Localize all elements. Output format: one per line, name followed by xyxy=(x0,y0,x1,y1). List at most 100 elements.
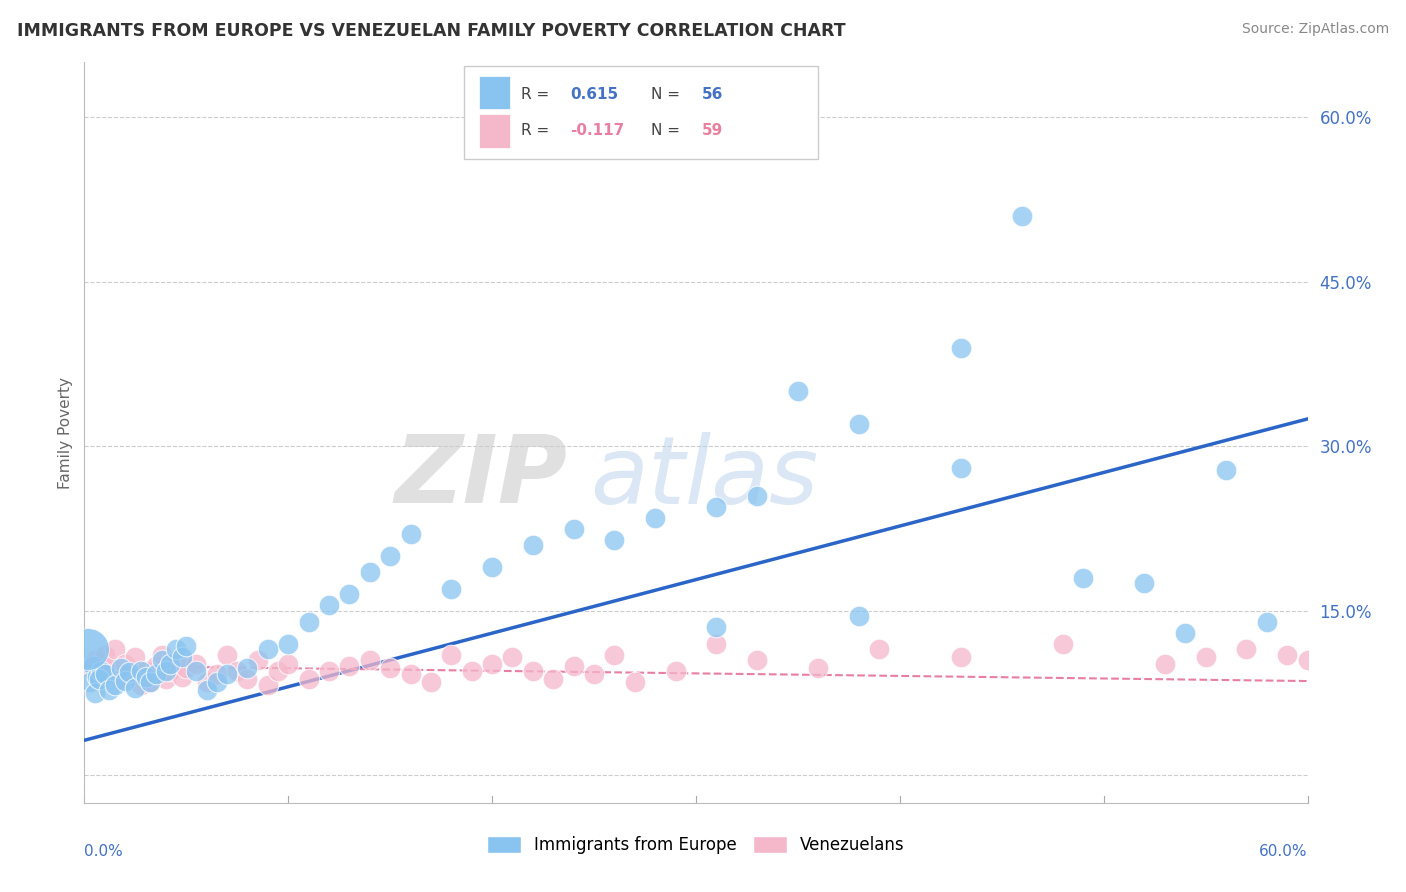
Point xyxy=(135,664,157,678)
Point xyxy=(624,675,647,690)
Point xyxy=(706,620,728,634)
Text: 0.615: 0.615 xyxy=(569,87,619,102)
Point xyxy=(1073,571,1095,585)
Point xyxy=(195,675,218,690)
Point xyxy=(502,649,524,664)
Point xyxy=(118,665,141,680)
Point xyxy=(522,538,544,552)
Point xyxy=(195,682,218,697)
Point xyxy=(217,667,239,681)
Point xyxy=(603,648,626,662)
Point xyxy=(420,675,443,690)
Text: ZIP: ZIP xyxy=(395,431,568,523)
Point xyxy=(318,599,340,613)
Point xyxy=(522,664,544,678)
Point xyxy=(172,670,194,684)
Y-axis label: Family Poverty: Family Poverty xyxy=(58,376,73,489)
Point xyxy=(83,686,105,700)
Point xyxy=(205,667,228,681)
Point xyxy=(706,500,728,514)
Bar xyxy=(479,114,510,147)
Point xyxy=(257,678,280,692)
Point xyxy=(787,384,810,399)
Point xyxy=(150,653,173,667)
Point xyxy=(1174,625,1197,640)
Point xyxy=(461,664,484,678)
Point xyxy=(603,533,626,547)
Point xyxy=(1296,653,1319,667)
Point xyxy=(807,661,830,675)
Point xyxy=(217,648,239,662)
Point xyxy=(93,667,115,681)
Point xyxy=(267,664,290,678)
Point xyxy=(145,667,167,681)
Point xyxy=(83,653,105,667)
Point xyxy=(104,642,127,657)
Point xyxy=(110,661,132,675)
Point xyxy=(186,657,208,671)
Point xyxy=(562,658,585,673)
Point xyxy=(665,664,688,678)
Point xyxy=(226,664,249,678)
Point xyxy=(1052,637,1074,651)
Text: 0.0%: 0.0% xyxy=(84,845,124,860)
Point xyxy=(277,657,299,671)
Point xyxy=(138,675,160,690)
Point xyxy=(848,609,870,624)
Point xyxy=(118,667,141,681)
Legend: Immigrants from Europe, Venezuelans: Immigrants from Europe, Venezuelans xyxy=(481,830,911,861)
Point xyxy=(848,417,870,432)
Point xyxy=(339,658,361,673)
Point xyxy=(82,658,104,673)
Point xyxy=(277,637,299,651)
Point xyxy=(359,653,381,667)
Point xyxy=(380,661,402,675)
Point xyxy=(257,642,280,657)
Point xyxy=(159,664,181,678)
Point xyxy=(1195,649,1218,664)
Text: N =: N = xyxy=(651,123,685,138)
Point xyxy=(747,489,769,503)
Text: 60.0%: 60.0% xyxy=(1260,845,1308,860)
Point xyxy=(298,615,321,629)
Point xyxy=(104,678,127,692)
Text: 59: 59 xyxy=(702,123,723,138)
Point xyxy=(1154,657,1177,671)
Point xyxy=(246,653,269,667)
Point xyxy=(93,648,115,662)
Point xyxy=(298,672,321,686)
Point xyxy=(1215,463,1237,477)
Point xyxy=(150,648,173,662)
Point xyxy=(205,675,228,690)
Point xyxy=(174,639,197,653)
Point xyxy=(562,522,585,536)
Bar xyxy=(479,76,510,109)
Point xyxy=(114,657,136,671)
Point xyxy=(87,672,110,686)
FancyBboxPatch shape xyxy=(464,66,818,159)
Point xyxy=(359,566,381,580)
Point xyxy=(138,675,160,690)
Point xyxy=(481,657,503,671)
Text: 56: 56 xyxy=(702,87,724,102)
Point xyxy=(950,461,973,475)
Point xyxy=(135,670,157,684)
Point xyxy=(165,642,187,657)
Text: -0.117: -0.117 xyxy=(569,123,624,138)
Point xyxy=(339,587,361,601)
Point xyxy=(159,657,181,671)
Point xyxy=(90,664,112,678)
Point xyxy=(145,658,167,673)
Point xyxy=(165,653,187,667)
Point xyxy=(131,664,153,678)
Point xyxy=(1133,576,1156,591)
Point xyxy=(644,510,666,524)
Point xyxy=(77,661,100,675)
Point xyxy=(110,672,132,686)
Point xyxy=(172,649,194,664)
Point xyxy=(543,672,565,686)
Point xyxy=(950,341,973,355)
Text: atlas: atlas xyxy=(591,432,818,523)
Point xyxy=(236,672,259,686)
Point xyxy=(124,649,146,664)
